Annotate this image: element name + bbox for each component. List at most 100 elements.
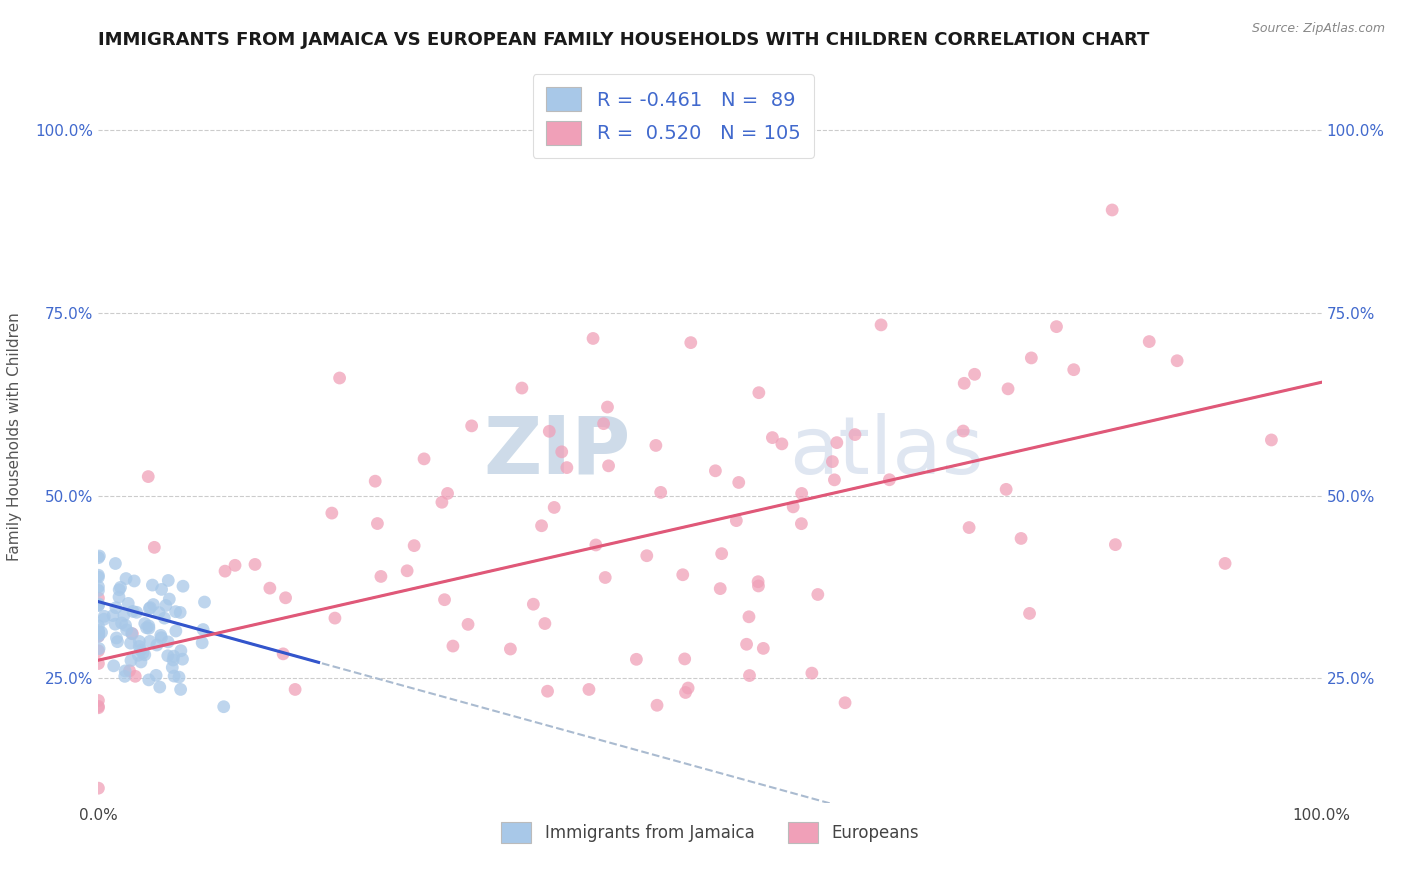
Point [138,601,160,615]
Point [172,579,194,593]
Point [709,582,731,596]
Point [169,682,191,697]
Point [139,634,162,648]
Point [592,417,614,431]
Point [679,335,702,350]
Point [710,547,733,561]
Point [117,596,139,610]
Point [150,631,173,645]
Point [834,696,856,710]
Point [676,681,699,695]
Point [364,474,387,488]
Point [821,455,844,469]
Point [538,425,561,439]
Point [155,599,177,613]
Point [163,649,186,664]
Point [626,652,648,666]
Point [1063,362,1085,376]
Point [396,564,419,578]
Point [825,435,848,450]
Point [167,670,190,684]
Point [1104,538,1126,552]
Point [952,424,974,438]
Point [193,595,215,609]
Point [87,580,110,594]
Point [578,682,600,697]
Point [499,642,522,657]
Point [112,608,135,623]
Point [329,371,352,385]
Point [169,606,191,620]
Point [87,641,110,656]
Point [738,609,761,624]
Y-axis label: Family Households with Children: Family Households with Children [7,313,21,561]
Point [870,318,893,332]
Point [735,637,758,651]
Point [1021,351,1043,365]
Point [823,473,845,487]
Point [323,611,346,625]
Point [1010,532,1032,546]
Point [404,539,426,553]
Point [191,623,214,637]
Point [165,605,187,619]
Text: atlas: atlas [790,413,984,491]
Point [87,657,110,671]
Point [543,500,565,515]
Point [725,514,748,528]
Point [1213,557,1236,571]
Point [274,591,297,605]
Point [433,592,456,607]
Point [790,486,813,500]
Point [121,626,143,640]
Point [963,368,986,382]
Point [120,653,142,667]
Point [284,682,307,697]
Point [224,558,246,573]
Point [170,643,193,657]
Point [93,612,115,626]
Point [370,569,392,583]
Point [673,652,696,666]
Point [460,418,482,433]
Text: ZIP: ZIP [484,413,630,491]
Point [165,624,187,638]
Point [93,609,115,624]
Point [87,625,110,640]
Point [124,669,146,683]
Point [1045,319,1067,334]
Point [271,647,294,661]
Point [87,629,110,643]
Point [142,598,165,612]
Point [108,582,131,597]
Point [1018,607,1040,621]
Point [108,590,131,604]
Point [953,376,976,391]
Point [87,781,110,796]
Point [243,558,266,572]
Point [115,572,138,586]
Point [957,520,980,534]
Point [522,597,544,611]
Point [128,634,150,648]
Point [115,623,138,637]
Point [738,668,761,682]
Point [87,597,110,611]
Legend: Immigrants from Jamaica, Europeans: Immigrants from Jamaica, Europeans [495,815,925,849]
Point [136,469,159,483]
Point [138,621,160,635]
Point [770,437,793,451]
Point [87,644,110,658]
Point [87,591,110,605]
Point [534,616,557,631]
Point [366,516,388,531]
Point [172,652,194,666]
Point [551,445,574,459]
Point [107,634,129,648]
Point [214,564,236,578]
Point [636,549,658,563]
Point [87,550,110,565]
Point [104,557,127,571]
Point [752,641,775,656]
Point [150,582,173,597]
